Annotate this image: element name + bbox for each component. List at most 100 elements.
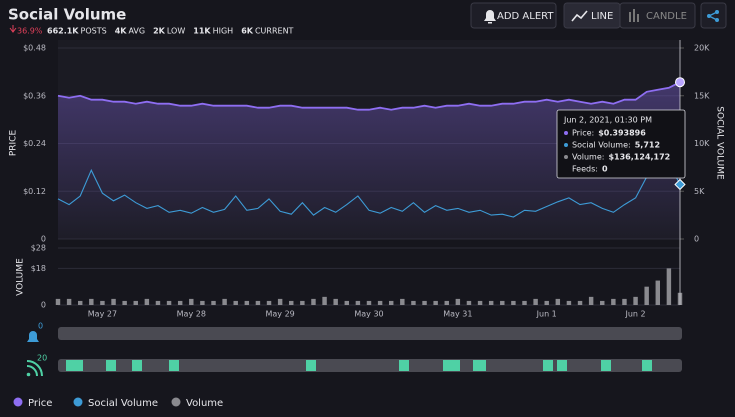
- y-tick-label: $28: [31, 244, 46, 253]
- volume-bar: [666, 268, 672, 305]
- alerts-strip: [58, 327, 682, 340]
- tooltip-label: Price:: [572, 129, 594, 138]
- stat-value: 11K: [193, 27, 211, 36]
- legend-label: Price: [28, 398, 52, 409]
- volume-bar: [289, 300, 294, 305]
- bell-icon: [484, 10, 496, 24]
- y-tick-label: $0.36: [23, 91, 46, 100]
- series-line: [57, 124, 681, 218]
- volume-bar: [600, 300, 605, 305]
- volume-bar: [66, 298, 72, 305]
- legend-label: Volume: [186, 398, 223, 409]
- x-tick-label: May 27: [88, 310, 117, 319]
- share-dot: [715, 10, 719, 14]
- tooltip-dot: [564, 143, 568, 147]
- volume-bar: [133, 300, 138, 305]
- news-event: [132, 360, 142, 371]
- news-event: [306, 360, 316, 371]
- volume-bar: [233, 300, 238, 305]
- stat-value: 4K: [115, 27, 128, 36]
- volume-bar: [244, 300, 250, 305]
- y2-tick-label: 15K: [694, 91, 710, 100]
- tooltip-value: 5,712: [635, 141, 660, 150]
- tooltip-dot: [564, 155, 568, 159]
- news-event: [106, 360, 116, 371]
- tooltip-label: Social Volume:: [572, 141, 631, 150]
- tooltip-label: Volume:: [572, 153, 604, 162]
- line-label: LINE: [591, 11, 613, 22]
- volume-bar: [277, 298, 283, 305]
- stat-value: 662.1K: [47, 27, 79, 36]
- y2-tick-label: 0: [694, 235, 699, 244]
- volume-bar: [611, 298, 616, 305]
- tooltip-box: [556, 109, 686, 179]
- stat-label: AVG: [128, 27, 145, 36]
- volume-bar: [411, 300, 416, 305]
- volume-bar: [211, 300, 216, 305]
- volume-bar: [533, 298, 538, 305]
- volume-bar: [255, 300, 261, 305]
- legend-swatch: [171, 397, 181, 407]
- volume-bar: [222, 298, 227, 305]
- stat-value: 6K: [241, 27, 254, 36]
- volume-bar: [588, 296, 594, 305]
- tooltip-value: $136,124,172: [608, 153, 670, 162]
- candle-label: CANDLE: [646, 11, 687, 22]
- news-event: [169, 360, 179, 371]
- y-tick-label: 0: [41, 301, 46, 310]
- volume-bar: [344, 300, 350, 305]
- add-alert-button[interactable]: [470, 2, 557, 29]
- volume-bar: [144, 298, 150, 305]
- volume-bar: [566, 300, 572, 305]
- y2-tick-label: 10K: [694, 139, 710, 148]
- volume-bar: [55, 298, 61, 305]
- volume-bar: [77, 300, 83, 305]
- x-tick-label: Jun 2: [625, 310, 646, 319]
- news-event: [543, 360, 553, 371]
- volume-bar: [488, 300, 494, 305]
- share-dot: [707, 14, 711, 18]
- alerts-icon: [27, 331, 39, 342]
- news-events: [66, 360, 652, 371]
- volume-bar: [400, 298, 405, 305]
- legend-swatch: [13, 397, 23, 407]
- stat-value: 2K: [153, 27, 166, 36]
- volume-bar: [500, 300, 505, 305]
- tooltip-value: $0.393896: [598, 129, 646, 138]
- tooltip-dot: [564, 131, 568, 135]
- news-icon-dot: [26, 372, 31, 377]
- y-tick-label: 0: [41, 235, 46, 244]
- volume-bar: [177, 300, 183, 305]
- news-event: [601, 360, 611, 371]
- volume-bar: [644, 286, 649, 305]
- y-tick-label: $0.12: [23, 187, 46, 196]
- cursor-diamond: [674, 178, 686, 191]
- volume-bar: [122, 300, 127, 305]
- x-tick-label: Jun 1: [536, 310, 557, 319]
- volume-bar: [655, 280, 661, 305]
- volume-bar: [189, 298, 194, 305]
- share-button[interactable]: [700, 2, 727, 29]
- y2-axis-label: SOCIAL VOLUME: [715, 106, 725, 180]
- legend: Price Social Volume Volume: [13, 397, 223, 409]
- volume-bar: [322, 296, 327, 305]
- alerts-count: 0: [38, 322, 43, 331]
- volume-bar: [444, 300, 449, 305]
- y2-tick-label: 5K: [694, 187, 705, 196]
- volume-bar: [111, 298, 116, 305]
- volume-bar: [555, 298, 561, 305]
- volume-bar: [422, 300, 427, 305]
- line-icon: [571, 10, 588, 22]
- news-event: [473, 360, 486, 371]
- down-arrow: [9, 25, 17, 33]
- share-dot: [715, 18, 719, 22]
- y-axis-label: VOLUME: [16, 258, 26, 296]
- x-tick-label: May 29: [266, 310, 295, 319]
- y-tick-label: $0.24: [23, 139, 46, 148]
- news-count: 20: [37, 354, 47, 363]
- volume-bar: [355, 300, 361, 305]
- stat-label: LOW: [167, 27, 185, 36]
- x-tick-label: May 31: [443, 310, 472, 319]
- legend-label: Social Volume: [88, 398, 158, 409]
- price-area: [58, 82, 680, 239]
